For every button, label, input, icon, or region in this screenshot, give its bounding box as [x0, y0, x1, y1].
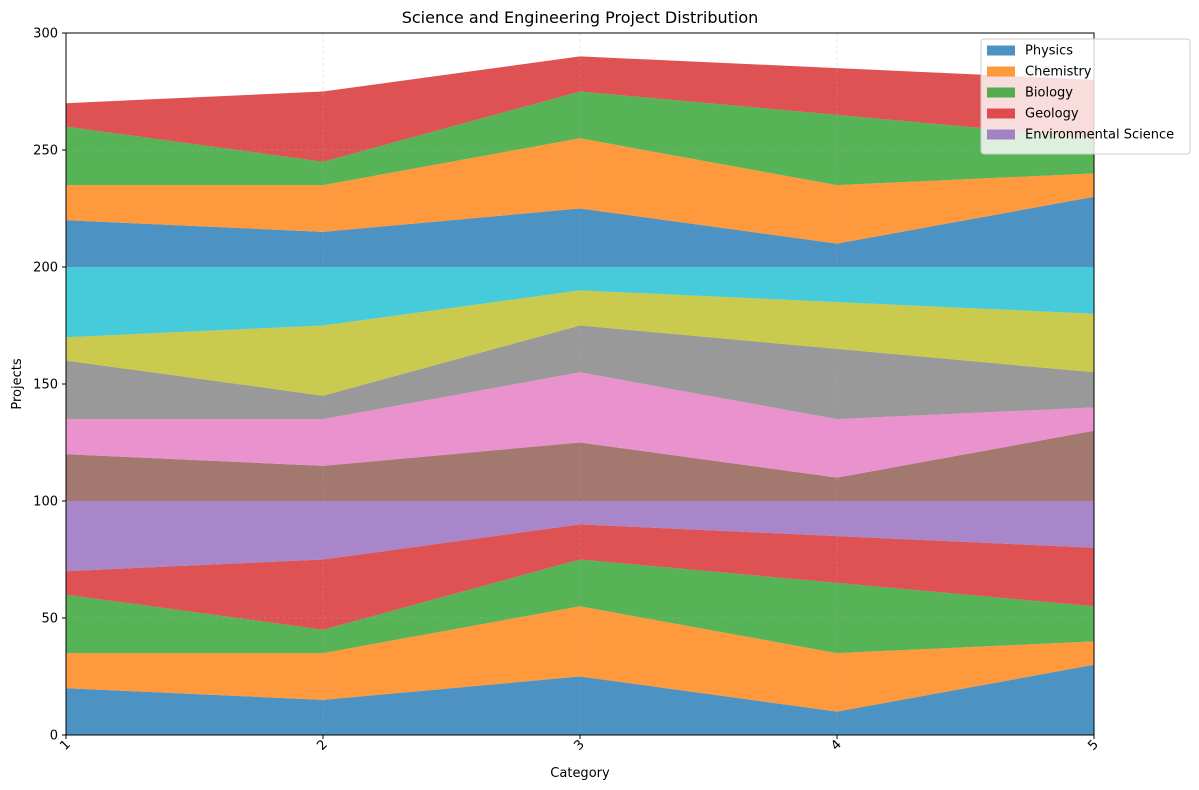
area-layer-12: [66, 138, 1094, 244]
area-layer-4: [66, 524, 1094, 630]
legend-box: [980, 38, 1191, 155]
y-tick-label: 250: [33, 144, 58, 159]
y-tick-label: 100: [33, 495, 58, 510]
legend: Physics Chemistry Biology Geology Environmen…: [980, 38, 1191, 155]
legend-swatch: [987, 87, 1015, 98]
area-layer-14: [66, 56, 1094, 162]
legend-label: Chemistry: [1025, 65, 1092, 80]
legend-swatch: [987, 129, 1015, 140]
area-layer-2: [66, 606, 1094, 712]
y-tick-label: 50: [41, 612, 58, 627]
legend-swatch: [987, 66, 1015, 77]
legend-label: Environmental Science: [1025, 128, 1174, 143]
area-layer-1: [66, 664, 1094, 735]
area-layer-11: [66, 196, 1094, 267]
y-tick-label: 0: [50, 729, 58, 744]
legend-label: Biology: [1025, 86, 1073, 101]
legend-label: Geology: [1025, 107, 1079, 122]
legend-swatch: [987, 45, 1015, 56]
y-tick-label: 300: [33, 27, 58, 42]
y-tick-label: 150: [33, 378, 58, 393]
x-axis-label: Category: [550, 766, 610, 781]
legend-label: Physics: [1025, 44, 1073, 59]
chart-title: Science and Engineering Project Distribu…: [402, 8, 759, 27]
y-axis-ticks: 0 50 100 150 200 250 300: [33, 27, 66, 744]
legend-swatch: [987, 108, 1015, 119]
area-layer-5: [66, 501, 1094, 572]
area-layer-10: [66, 267, 1094, 338]
area-layer-7: [66, 372, 1094, 478]
area-series-group: [66, 56, 1094, 735]
area-layer-9: [66, 290, 1094, 396]
area-layer-6: [66, 430, 1094, 501]
y-tick-label: 200: [33, 261, 58, 276]
y-axis-label: Projects: [10, 358, 25, 409]
